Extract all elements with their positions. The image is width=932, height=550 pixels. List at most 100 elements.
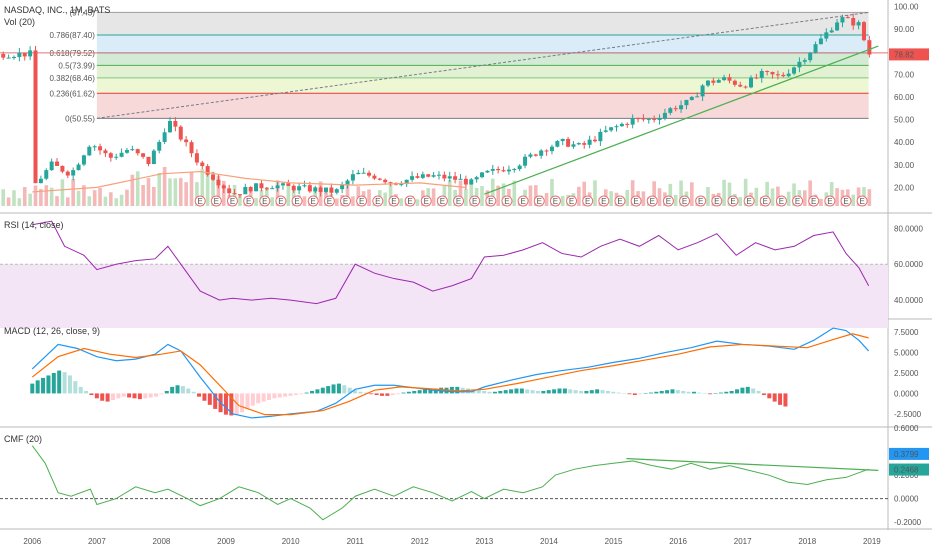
volume-bar: [722, 179, 726, 206]
volume-bar: [738, 197, 743, 206]
volume-bar: [44, 185, 49, 206]
fib-label: 0.786(87.40): [49, 31, 95, 40]
candle-body: [560, 138, 565, 142]
candle-body: [76, 164, 81, 171]
earnings-marker-label: E: [214, 197, 219, 206]
volume-bar: [238, 194, 242, 206]
volume-bar: [673, 194, 678, 206]
candle-body: [840, 17, 845, 23]
earnings-marker: [679, 195, 691, 207]
candle-body: [420, 174, 425, 178]
x-tick-label: 2010: [282, 537, 300, 546]
macd-histogram-bar: [277, 393, 282, 398]
earnings-marker-label: E: [827, 197, 832, 206]
volume-bar: [593, 180, 597, 206]
candle-body: [367, 172, 372, 176]
candle-body: [383, 179, 388, 183]
macd-histogram-bar: [191, 391, 196, 394]
macd-histogram-bar: [358, 391, 363, 394]
earnings-marker: [210, 195, 222, 207]
earnings-marker-label: E: [763, 197, 768, 206]
volume-bar: [560, 195, 565, 206]
macd-histogram-bar: [697, 392, 702, 394]
candle-body: [55, 161, 60, 166]
x-tick-label: 2019: [863, 537, 881, 546]
earnings-marker-label: E: [504, 197, 509, 206]
earnings-marker: [808, 195, 820, 207]
candle-body: [28, 50, 33, 57]
x-tick-label: 2013: [475, 537, 493, 546]
macd-histogram-bar: [718, 392, 723, 394]
macd-histogram-bar: [455, 386, 460, 394]
earnings-marker: [453, 195, 465, 207]
volume-bar: [630, 180, 635, 206]
moving-average-line: [32, 170, 466, 193]
macd-histogram-bar: [46, 375, 51, 394]
price-tick-label: 30.00: [894, 161, 915, 170]
candle-body: [636, 118, 641, 120]
macd-histogram-bar: [369, 393, 374, 395]
macd-title: MACD (12, 26, close, 9): [4, 326, 100, 336]
volume-bar: [765, 181, 769, 206]
macd-histogram-bar: [503, 390, 508, 394]
price-tick-label: 90.00: [894, 25, 915, 34]
macd-histogram-bar: [127, 393, 132, 398]
volume-bar: [82, 185, 86, 206]
candle-body: [334, 189, 339, 193]
earnings-marker-label: E: [843, 197, 848, 206]
rsi-band: [0, 264, 888, 329]
volume-bar: [652, 181, 656, 206]
earnings-marker: [485, 195, 497, 207]
candle-body: [700, 85, 705, 97]
volume-bar: [168, 178, 172, 206]
candle-body: [453, 176, 458, 180]
candle-body: [738, 84, 743, 87]
candle-body: [490, 168, 495, 171]
x-tick-label: 2017: [734, 537, 752, 546]
candle-body: [151, 150, 156, 165]
candle-body: [227, 188, 232, 194]
macd-histogram-bar: [299, 393, 304, 395]
price-tick-label: 40.00: [894, 138, 915, 147]
fib-band: [96, 65, 869, 78]
macd-tick-label: 7.5000: [894, 328, 919, 337]
macd-histogram-bar: [170, 386, 175, 394]
candle-body: [340, 184, 345, 190]
volume-bar: [334, 198, 339, 206]
macd-histogram-bar: [331, 384, 336, 394]
cmf-value-badge-label: 0.3799: [894, 450, 919, 459]
earnings-marker-label: E: [407, 197, 412, 206]
earnings-marker-label: E: [746, 197, 751, 206]
macd-histogram-bar: [740, 387, 745, 394]
macd-histogram-bar: [729, 390, 734, 394]
macd-histogram-bar: [396, 393, 401, 395]
volume-bar: [162, 166, 167, 206]
candle-body: [549, 146, 554, 152]
earnings-marker-label: E: [585, 197, 590, 206]
candle-body: [630, 118, 635, 125]
candle-body: [1, 54, 6, 58]
candle-body: [463, 178, 468, 185]
candle-body: [679, 105, 684, 110]
macd-histogram-bar: [702, 393, 707, 394]
x-tick-label: 2016: [669, 537, 687, 546]
volume-bar: [851, 194, 856, 206]
macd-histogram-bar: [390, 393, 395, 396]
macd-histogram-bar: [654, 391, 659, 394]
volume-bar: [254, 198, 258, 206]
candle-body: [38, 178, 43, 184]
candle-body: [157, 141, 162, 151]
volume-bar: [92, 190, 97, 206]
earnings-marker: [323, 195, 335, 207]
macd-histogram-bar: [546, 390, 551, 394]
candle-body: [415, 176, 420, 178]
candle-body: [264, 188, 269, 190]
macd-histogram-bar: [272, 393, 277, 399]
candle-body: [17, 52, 22, 57]
volume-bar: [447, 180, 452, 206]
volume-bar: [388, 184, 393, 206]
macd-histogram-bar: [315, 389, 320, 394]
earnings-marker: [775, 195, 787, 207]
earnings-marker: [388, 195, 400, 207]
